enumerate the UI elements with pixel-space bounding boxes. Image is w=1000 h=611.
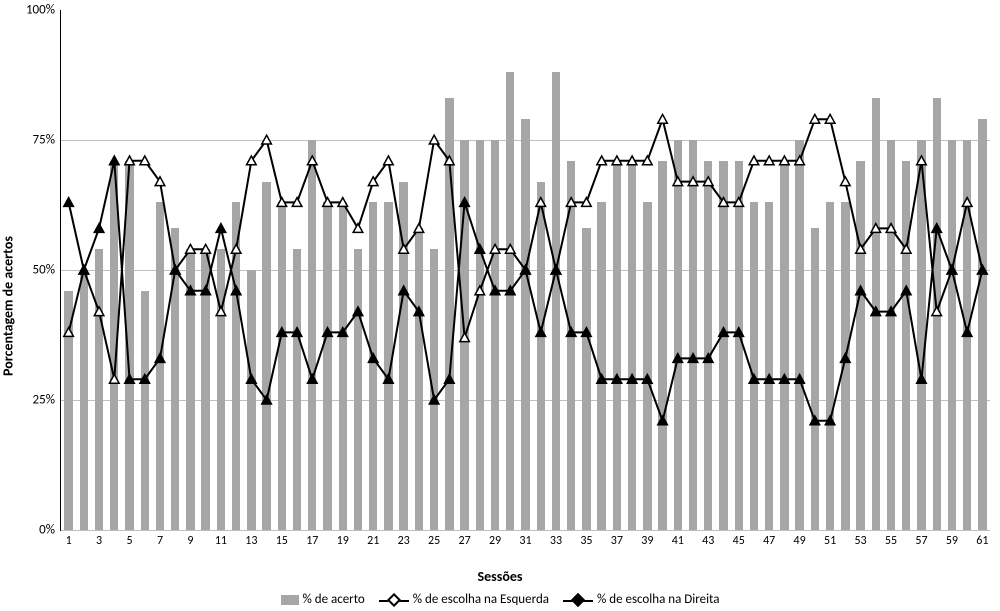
series-marker (307, 156, 317, 165)
x-tick-label: 7 (157, 534, 163, 548)
x-tick-label: 25 (428, 534, 440, 548)
triangle-filled-icon (563, 593, 593, 607)
triangle-open-icon (379, 593, 409, 607)
bar-swatch-icon (281, 595, 299, 605)
series-marker (962, 328, 972, 337)
x-tick-label: 17 (306, 534, 318, 548)
x-tick-label: 61 (976, 534, 988, 548)
x-tick-label: 11 (215, 534, 227, 548)
x-tick-label: 57 (915, 534, 927, 548)
x-tick-label: 21 (367, 534, 379, 548)
x-tick-label: 31 (519, 534, 531, 548)
legend-label: % de acerto (303, 592, 365, 607)
plot-area: 0%25%50%75%100%1357911131517192123252729… (60, 10, 990, 531)
x-tick-label: 47 (763, 534, 775, 548)
series-marker (475, 286, 485, 295)
legend: % de acerto % de escolha na Esquerda % d… (0, 592, 1000, 607)
y-tick-label: 0% (39, 523, 55, 538)
x-tick-label: 51 (824, 534, 836, 548)
series-marker (414, 224, 424, 233)
chart-container: Porcentagem de acertos 0%25%50%75%100%13… (0, 0, 1000, 611)
gridline (61, 530, 990, 531)
x-tick-label: 1 (66, 534, 72, 548)
series-marker (932, 307, 942, 316)
x-tick-label: 43 (702, 534, 714, 548)
series-marker (216, 224, 226, 233)
x-tick-label: 23 (398, 534, 410, 548)
series-marker (445, 374, 455, 383)
series-marker (901, 286, 911, 295)
series-marker (94, 307, 104, 316)
x-tick-label: 39 (641, 534, 653, 548)
series-marker (110, 374, 120, 383)
series-marker (658, 416, 668, 425)
x-tick-label: 13 (245, 534, 257, 548)
series-marker (231, 286, 241, 295)
x-tick-label: 49 (794, 534, 806, 548)
series-marker (841, 354, 851, 363)
series-marker (932, 224, 942, 233)
series-marker (307, 374, 317, 383)
y-tick-label: 100% (26, 3, 55, 18)
x-tick-label: 3 (96, 534, 102, 548)
series-marker (231, 244, 241, 253)
series-marker (460, 198, 470, 207)
y-axis-label: Porcentagem de acertos (0, 236, 17, 376)
series-marker (536, 328, 546, 337)
series-marker (368, 354, 378, 363)
x-tick-label: 15 (276, 534, 288, 548)
x-tick-label: 9 (187, 534, 193, 548)
series-marker (64, 328, 74, 337)
series-marker (917, 374, 927, 383)
legend-item-esquerda: % de escolha na Esquerda (379, 592, 549, 607)
series-marker (551, 265, 561, 274)
legend-label: % de escolha na Direita (597, 592, 719, 607)
series-marker (917, 156, 927, 165)
series-marker (94, 224, 104, 233)
series-marker (216, 307, 226, 316)
x-tick-label: 53 (854, 534, 866, 548)
x-tick-label: 45 (733, 534, 745, 548)
series-marker (947, 265, 957, 274)
series-marker (247, 374, 257, 383)
x-tick-label: 27 (458, 534, 470, 548)
series-marker (353, 224, 363, 233)
x-axis-label: Sessões (0, 568, 1000, 585)
x-tick-label: 5 (126, 534, 132, 548)
x-tick-label: 33 (550, 534, 562, 548)
series-marker (155, 354, 165, 363)
legend-item-direita: % de escolha na Direita (563, 592, 719, 607)
x-tick-label: 29 (489, 534, 501, 548)
series-marker (962, 198, 972, 207)
series-marker (262, 135, 272, 144)
series-marker (429, 135, 439, 144)
legend-item-bar: % de acerto (281, 592, 365, 607)
series-marker (475, 244, 485, 253)
x-tick-label: 59 (946, 534, 958, 548)
x-tick-label: 37 (611, 534, 623, 548)
y-tick-label: 50% (33, 263, 55, 278)
x-tick-label: 19 (337, 534, 349, 548)
x-tick-label: 41 (672, 534, 684, 548)
series-marker (841, 177, 851, 186)
x-tick-label: 55 (885, 534, 897, 548)
series-marker (978, 265, 988, 274)
series-marker (856, 286, 866, 295)
series-marker (536, 198, 546, 207)
series-marker (658, 114, 668, 123)
series-marker (353, 307, 363, 316)
line-layer (61, 10, 990, 530)
x-tick-label: 35 (580, 534, 592, 548)
legend-label: % de escolha na Esquerda (413, 592, 549, 607)
series-marker (460, 333, 470, 342)
series-marker (79, 265, 89, 274)
series-marker (110, 156, 120, 165)
series-marker (399, 286, 409, 295)
y-tick-label: 25% (33, 393, 55, 408)
series-marker (384, 156, 394, 165)
y-tick-label: 75% (33, 133, 55, 148)
series-marker (64, 198, 74, 207)
